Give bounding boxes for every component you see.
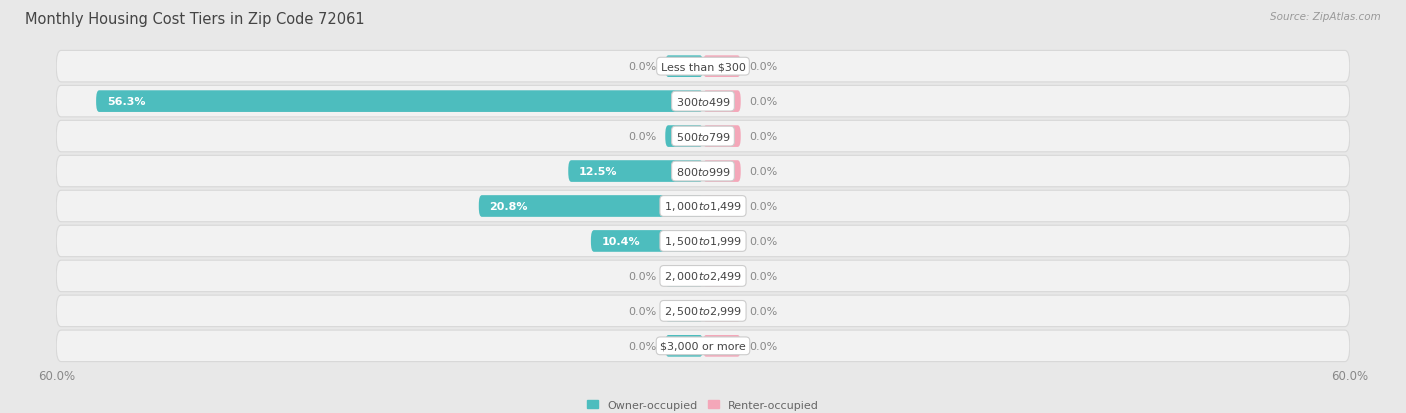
FancyBboxPatch shape xyxy=(703,91,741,113)
Text: Less than $300: Less than $300 xyxy=(661,62,745,72)
FancyBboxPatch shape xyxy=(703,266,741,287)
Text: 0.0%: 0.0% xyxy=(628,306,657,316)
Text: 0.0%: 0.0% xyxy=(628,271,657,281)
Text: 12.5%: 12.5% xyxy=(579,166,617,177)
Text: 0.0%: 0.0% xyxy=(749,166,778,177)
FancyBboxPatch shape xyxy=(56,121,1350,152)
FancyBboxPatch shape xyxy=(56,51,1350,83)
Text: 0.0%: 0.0% xyxy=(749,341,778,351)
Text: $800 to $999: $800 to $999 xyxy=(675,166,731,178)
FancyBboxPatch shape xyxy=(665,335,703,357)
Text: 0.0%: 0.0% xyxy=(749,236,778,247)
FancyBboxPatch shape xyxy=(96,91,703,113)
Text: 0.0%: 0.0% xyxy=(749,132,778,142)
Text: 20.8%: 20.8% xyxy=(489,202,529,211)
Legend: Owner-occupied, Renter-occupied: Owner-occupied, Renter-occupied xyxy=(582,395,824,413)
FancyBboxPatch shape xyxy=(591,230,703,252)
FancyBboxPatch shape xyxy=(568,161,703,183)
FancyBboxPatch shape xyxy=(703,126,741,147)
Text: $1,000 to $1,499: $1,000 to $1,499 xyxy=(664,200,742,213)
FancyBboxPatch shape xyxy=(703,300,741,322)
Text: 10.4%: 10.4% xyxy=(602,236,640,247)
Text: 0.0%: 0.0% xyxy=(628,62,657,72)
FancyBboxPatch shape xyxy=(56,191,1350,222)
Text: $2,500 to $2,999: $2,500 to $2,999 xyxy=(664,305,742,318)
Text: 0.0%: 0.0% xyxy=(749,306,778,316)
Text: 0.0%: 0.0% xyxy=(749,62,778,72)
Text: 0.0%: 0.0% xyxy=(749,97,778,107)
FancyBboxPatch shape xyxy=(56,261,1350,292)
FancyBboxPatch shape xyxy=(703,161,741,183)
FancyBboxPatch shape xyxy=(665,126,703,147)
FancyBboxPatch shape xyxy=(665,266,703,287)
FancyBboxPatch shape xyxy=(56,156,1350,188)
Text: $2,000 to $2,499: $2,000 to $2,499 xyxy=(664,270,742,283)
FancyBboxPatch shape xyxy=(479,196,703,217)
Text: $1,500 to $1,999: $1,500 to $1,999 xyxy=(664,235,742,248)
FancyBboxPatch shape xyxy=(703,230,741,252)
FancyBboxPatch shape xyxy=(665,300,703,322)
Text: 56.3%: 56.3% xyxy=(107,97,145,107)
FancyBboxPatch shape xyxy=(56,225,1350,257)
Text: 0.0%: 0.0% xyxy=(749,202,778,211)
Text: $500 to $799: $500 to $799 xyxy=(675,131,731,143)
Text: $3,000 or more: $3,000 or more xyxy=(661,341,745,351)
FancyBboxPatch shape xyxy=(56,330,1350,362)
FancyBboxPatch shape xyxy=(56,86,1350,118)
Text: 0.0%: 0.0% xyxy=(628,341,657,351)
Text: 0.0%: 0.0% xyxy=(628,132,657,142)
Text: $300 to $499: $300 to $499 xyxy=(675,96,731,108)
Text: Source: ZipAtlas.com: Source: ZipAtlas.com xyxy=(1270,12,1381,22)
FancyBboxPatch shape xyxy=(703,335,741,357)
Text: Monthly Housing Cost Tiers in Zip Code 72061: Monthly Housing Cost Tiers in Zip Code 7… xyxy=(25,12,366,27)
FancyBboxPatch shape xyxy=(665,56,703,78)
FancyBboxPatch shape xyxy=(703,56,741,78)
FancyBboxPatch shape xyxy=(56,295,1350,327)
Text: 0.0%: 0.0% xyxy=(749,271,778,281)
FancyBboxPatch shape xyxy=(703,196,741,217)
